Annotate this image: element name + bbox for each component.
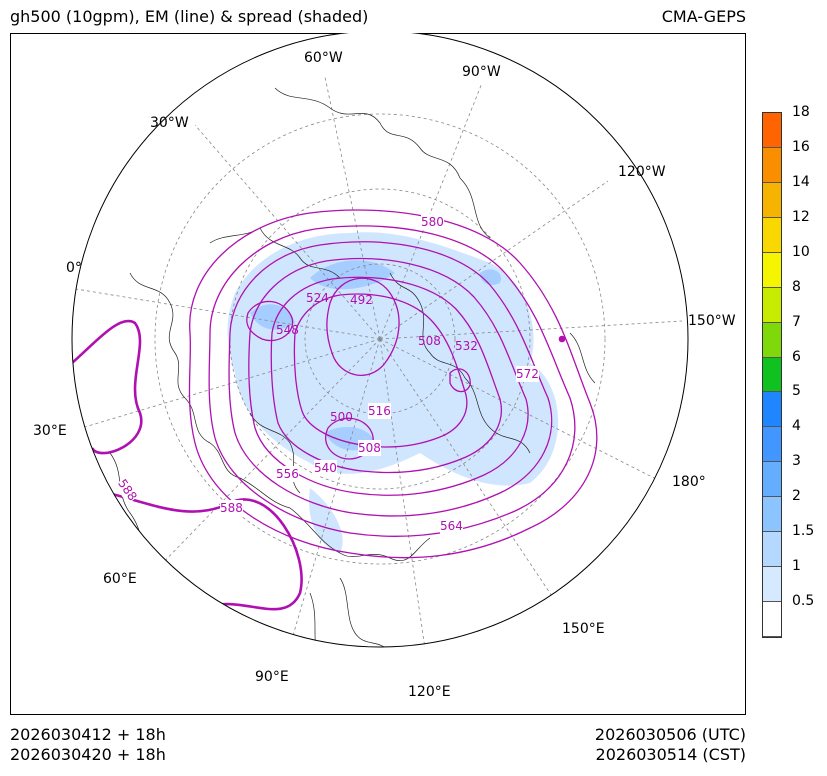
colorbar-segment	[763, 252, 781, 288]
colorbar-segment	[763, 602, 781, 637]
contour-label: 548	[276, 323, 299, 337]
contour-label: 508	[418, 334, 441, 348]
lon-label-150w: 150°W	[688, 313, 736, 329]
chart-title: gh500 (10gpm), EM (line) & spread (shade…	[10, 7, 369, 26]
colorbar-tick-label: 14	[792, 173, 810, 190]
contour-label: 588	[220, 500, 243, 516]
colorbar-tick-label: 0.5	[792, 593, 815, 610]
graticule	[75, 76, 683, 647]
colorbar-tick-label: 10	[792, 243, 810, 260]
lon-label-30e: 30°E	[33, 423, 67, 439]
valid-time-utc: 2026030506 (UTC)	[594, 725, 746, 744]
colorbar-tick-label: 18	[792, 104, 810, 120]
init-time-utc: 2026030412 + 18h	[10, 725, 166, 744]
colorbar-segment	[763, 567, 781, 603]
valid-time-cst: 2026030514 (CST)	[595, 745, 746, 764]
colorbar-tick-label: 12	[792, 208, 810, 225]
polar-map	[71, 33, 689, 648]
lon-label-90w: 90°W	[462, 64, 501, 80]
contour-label: 556	[276, 466, 299, 482]
colorbar-tick-label: 5	[792, 383, 801, 400]
contour-label: 540	[314, 460, 337, 476]
lon-label-60e: 60°E	[103, 571, 137, 587]
colorbar-tick-label: 4	[792, 418, 801, 435]
coastlines	[109, 87, 596, 647]
lon-label-180: 180°	[672, 474, 706, 490]
contour-label: 580	[421, 214, 444, 230]
colorbar-tick-label: 3	[792, 453, 801, 470]
colorbar-tick-label: 1	[792, 558, 801, 575]
map-boundary	[71, 33, 689, 648]
colorbar-segment	[763, 497, 781, 533]
lon-label-0: 0°	[66, 260, 82, 276]
colorbar-tick-label: 7	[792, 313, 801, 330]
model-name: CMA-GEPS	[661, 7, 746, 26]
colorbar-tick-label: 2	[792, 488, 801, 505]
contour-label: 492	[350, 293, 373, 307]
lon-label-60w: 60°W	[304, 50, 343, 66]
lon-label-30w: 30°W	[150, 115, 189, 131]
colorbar-segment	[763, 462, 781, 498]
lon-label-120w: 120°W	[618, 164, 666, 180]
colorbar-tick-label: 8	[792, 278, 801, 295]
lon-label-90e: 90°E	[255, 669, 289, 685]
init-time-cst: 2026030420 + 18h	[10, 745, 166, 764]
map-disk	[72, 33, 688, 647]
colorbar	[762, 112, 782, 638]
colorbar-segment	[763, 217, 781, 253]
contour-label: 508	[358, 440, 381, 456]
colorbar-segment	[763, 532, 781, 568]
contour-label: 500	[330, 410, 353, 424]
colorbar-segment	[763, 427, 781, 463]
lon-label-150e: 150°E	[562, 621, 605, 637]
colorbar-segment	[763, 357, 781, 393]
colorbar-segment	[763, 287, 781, 323]
contour-label: 524	[306, 291, 329, 305]
contour-label: 564	[440, 518, 463, 534]
colorbar-tick-label: 16	[792, 138, 810, 155]
contour-label: 572	[516, 366, 539, 382]
colorbar-segment	[763, 392, 781, 428]
lon-label-120e: 120°E	[408, 684, 451, 700]
contour-label: 532	[455, 339, 478, 353]
colorbar-segment	[763, 113, 781, 148]
colorbar-segment	[763, 147, 781, 183]
height-contours	[188, 209, 598, 559]
colorbar-tick-label: 6	[792, 348, 801, 365]
colorbar-tick-label: 1.5	[792, 523, 815, 540]
colorbar-segment	[763, 182, 781, 218]
contour-label: 516	[368, 403, 391, 419]
colorbar-segment	[763, 322, 781, 358]
